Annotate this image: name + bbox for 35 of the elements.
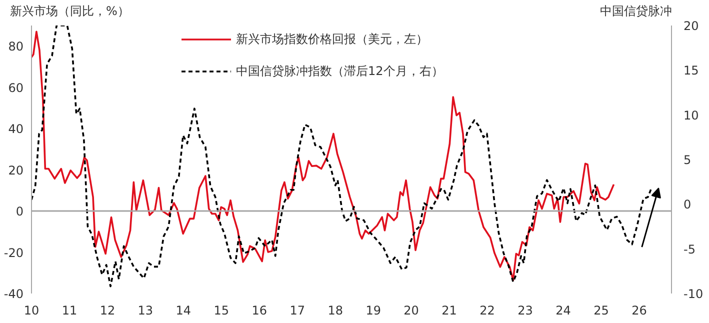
x-tick-label: 10 (24, 304, 40, 318)
legend-label: 新兴市场指数价格回报（美元，左） (236, 30, 428, 48)
x-tick-label: 25 (594, 304, 609, 318)
y2-tick-label: -5 (684, 242, 696, 256)
x-tick-label: 26 (632, 304, 647, 318)
y2-tick-label: 20 (684, 19, 699, 33)
x-tick-label: 13 (138, 304, 154, 318)
y-tick-label: -20 (4, 246, 24, 260)
y-tick-label: -40 (4, 287, 24, 301)
y-tick-label: 60 (8, 80, 24, 95)
x-tick-label: 21 (442, 304, 457, 318)
x-tick-label: 11 (62, 304, 78, 318)
x-tick-label: 15 (214, 304, 230, 318)
x-tick-label: 16 (252, 304, 268, 318)
x-tick-label: 19 (366, 304, 381, 318)
y2-tick-label: -10 (684, 287, 704, 301)
y-tick-label: 20 (8, 163, 24, 178)
y2-tick-label: 5 (684, 153, 692, 167)
x-tick-label: 12 (100, 304, 116, 318)
x-tick-label: 24 (556, 304, 571, 318)
x-tick-label: 20 (404, 304, 419, 318)
y2-tick-label: 0 (684, 198, 692, 212)
y-tick-label: 40 (8, 122, 24, 136)
x-tick-label: 14 (176, 304, 192, 318)
y-tick-label: 80 (8, 40, 24, 54)
y2-tick-label: 10 (684, 108, 699, 122)
y2-tick-label: 15 (684, 64, 699, 78)
y-axis-title: 新兴市场（同比，%） (10, 3, 130, 20)
legend-label: 中国信贷脉冲指数（滞后12个月，右） (236, 62, 444, 80)
x-tick-label: 17 (290, 304, 306, 318)
y-tick-label: 0 (16, 204, 24, 219)
x-tick-label: 23 (518, 304, 533, 318)
y2-axis-title: 中国信贷脉冲 (600, 3, 672, 20)
x-tick-label: 18 (328, 304, 344, 318)
x-tick-label: 22 (480, 304, 495, 318)
